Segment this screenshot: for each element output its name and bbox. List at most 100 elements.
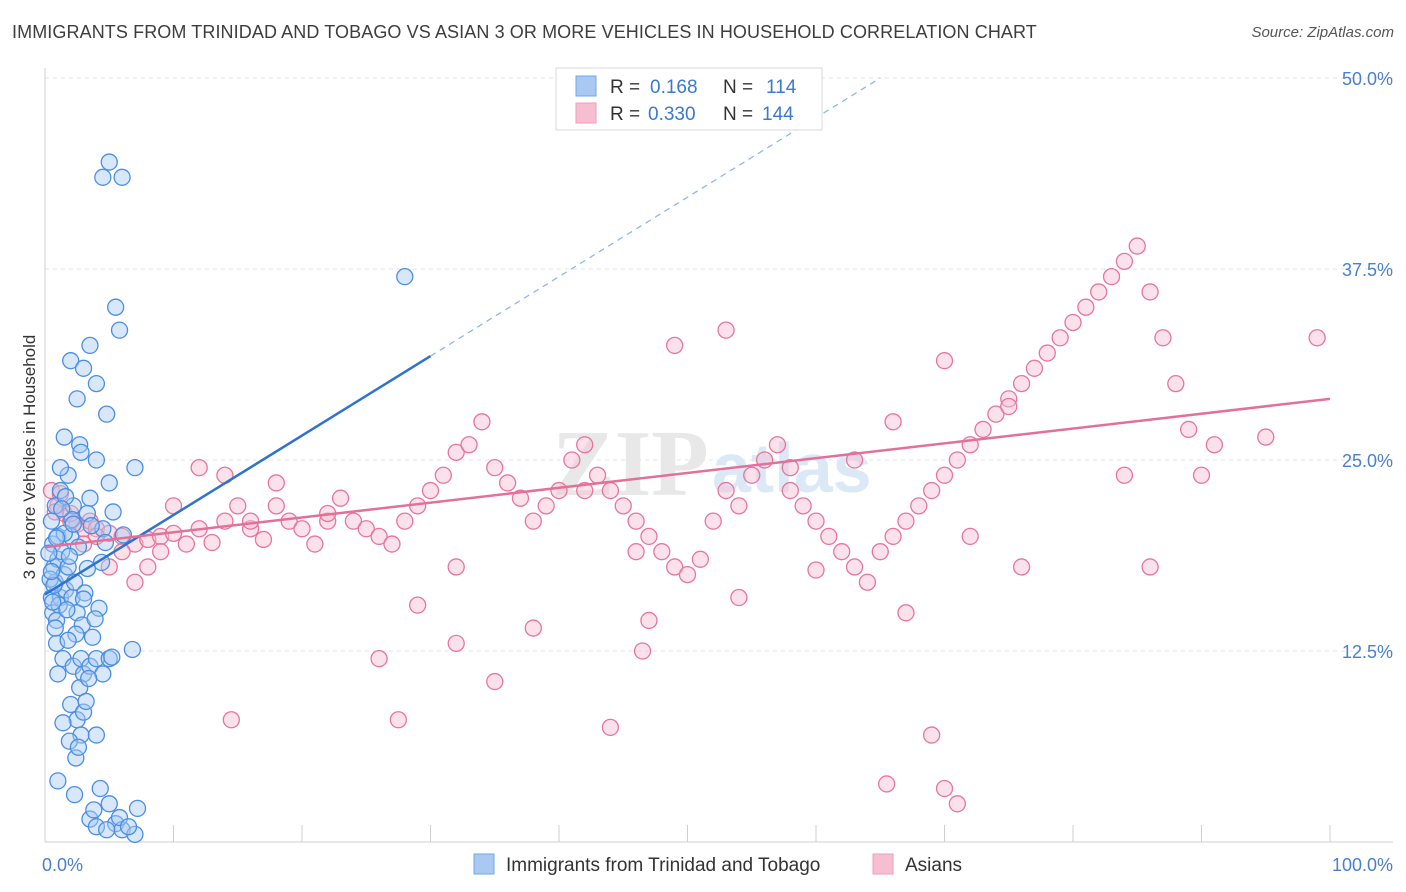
trinidad-point (65, 785, 84, 804)
asians-point (486, 672, 504, 691)
asians-point (1115, 252, 1134, 271)
asians-point (1051, 329, 1069, 347)
stats-n-label: N = (723, 77, 753, 98)
asians-point (203, 533, 221, 552)
asians-point (1090, 283, 1108, 301)
asians-point (781, 458, 799, 477)
asians-point (666, 336, 684, 355)
asians-point (126, 573, 144, 591)
asians-point (717, 481, 735, 500)
stats-swatch-asians (575, 102, 597, 124)
trinidad-point (54, 714, 72, 732)
trinidad-point (83, 628, 102, 646)
asians-point (524, 512, 542, 530)
trinidad-point (58, 601, 76, 619)
asians-point (858, 573, 877, 591)
trinidad-point (44, 593, 62, 611)
asians-point (845, 558, 864, 576)
trinidad-point (94, 168, 112, 186)
trinidad-point (87, 451, 106, 469)
asians-point (666, 558, 684, 576)
asians-point (576, 436, 594, 454)
asians-point (370, 649, 388, 668)
asians-point (306, 535, 324, 553)
asians-point (331, 489, 350, 507)
trinidad-point (86, 610, 104, 628)
trinidad-point (107, 298, 125, 316)
asians-point (897, 604, 915, 622)
asians-point (1154, 329, 1172, 347)
trinidad-point (91, 779, 109, 798)
asians-point (1180, 420, 1198, 439)
asians-point (524, 619, 542, 637)
asians-point (820, 527, 838, 546)
asians-point (948, 451, 966, 469)
asians-point (383, 535, 401, 553)
trinidad-point (100, 153, 118, 171)
trinidad-point (64, 515, 82, 533)
y-tick-label: 50.0% (1342, 69, 1393, 89)
trinidad-point (113, 168, 131, 186)
asians-point (627, 512, 645, 530)
asians-point (614, 497, 632, 515)
asians-point (511, 489, 530, 507)
asians-point (241, 512, 260, 530)
asians-point (1077, 298, 1095, 316)
trinidad-point (128, 799, 147, 818)
trinidad-point (46, 619, 64, 637)
trinidad-point (40, 544, 58, 562)
trinidad-point (87, 374, 106, 393)
stats-r-value: 0.168 (650, 77, 698, 98)
trinidad-point (67, 749, 85, 767)
asians-point (222, 711, 240, 729)
asians-point (948, 795, 966, 813)
asians-point (807, 561, 825, 579)
trinidad-point (126, 458, 144, 477)
trinidad-point (114, 526, 133, 544)
trend-lines (44, 77, 1331, 596)
asians-point (1308, 329, 1326, 347)
stats-swatch-trinidad (575, 75, 597, 97)
asians-point (781, 481, 799, 500)
trinidad-point (98, 821, 116, 839)
trinidad-point (110, 321, 129, 339)
y-tick-label: 25.0% (1342, 451, 1393, 471)
trinidad-point (80, 669, 98, 688)
asians-point (1141, 558, 1159, 576)
asians-point (267, 474, 285, 492)
stats-legend-frame (555, 67, 823, 131)
legend-label-asians: Asians (905, 855, 962, 876)
trinidad-point (42, 562, 61, 581)
stats-r-value: 0.330 (648, 104, 696, 125)
watermark: ZIP atlas (552, 412, 872, 516)
asians-point (280, 512, 298, 530)
trinidad-point (87, 726, 106, 744)
asians-point (845, 451, 864, 469)
trinidad-point (85, 801, 103, 819)
trinidad-trend-line (44, 355, 432, 596)
series-legend: Immigrants from Trinidad and Tobago Asia… (473, 853, 962, 876)
trinidad-point (96, 533, 115, 552)
stats-n-label: N = (723, 104, 753, 125)
x-tick-label: 100.0% (1332, 855, 1393, 875)
asians-point (357, 520, 375, 538)
trinidad-point (104, 503, 122, 521)
asians-point (633, 642, 652, 660)
asians-point (1012, 374, 1031, 393)
asians-point (678, 565, 697, 584)
asians-point (473, 413, 491, 431)
trinidad-point (62, 352, 80, 370)
asians-point (897, 512, 915, 530)
asians-point (537, 497, 555, 515)
asians-point (389, 711, 408, 729)
asians-point (421, 481, 440, 500)
asians-point (151, 543, 170, 561)
trinidad-point (49, 772, 67, 790)
asians-point (1102, 267, 1121, 286)
asians-point (1000, 397, 1018, 416)
asians-point (923, 481, 941, 500)
asians-point (460, 436, 478, 454)
asians-point (254, 530, 273, 549)
asians-point (884, 527, 902, 546)
asians-point (794, 497, 812, 515)
